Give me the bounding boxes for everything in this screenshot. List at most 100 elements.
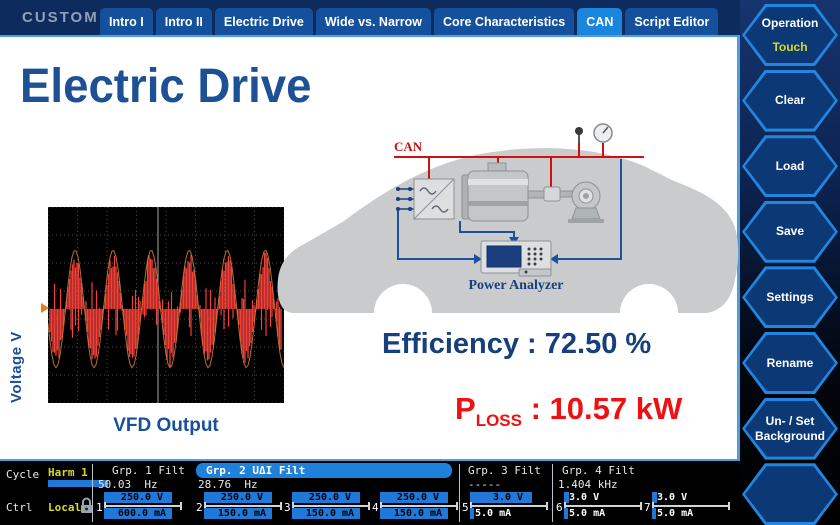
channel-scale-line: [652, 505, 730, 507]
statusbar-divider: [92, 464, 93, 522]
tab-script-editor[interactable]: Script Editor: [625, 8, 719, 35]
range-bar: [292, 492, 361, 503]
scale-tick: [456, 502, 458, 510]
channel-7[interactable]: 3.0 V 5.0 mA 7: [644, 492, 730, 522]
tab-core-characteristics[interactable]: Core Characteristics: [433, 8, 575, 35]
voltage-range: 3.0 V: [492, 492, 524, 503]
group-header[interactable]: Grp. 4 Filt: [562, 464, 635, 477]
current-range: 5.0 mA: [657, 508, 694, 519]
softkey-save[interactable]: Save: [742, 200, 838, 263]
statusbar-divider: [459, 464, 460, 522]
inverter-icon: [413, 178, 455, 220]
voltage-range: 3.0 V: [657, 492, 688, 503]
softkey-load[interactable]: Load: [742, 135, 838, 198]
power-analyzer-icon: [480, 240, 552, 277]
tab-wide-vs-narrow[interactable]: Wide vs. Narrow: [315, 8, 431, 35]
channel-1[interactable]: 250.0 V 600.0 mA 1: [96, 492, 182, 522]
speed-gauge-icon: [593, 123, 613, 143]
softkey-clear[interactable]: Clear: [742, 69, 838, 132]
group-header-selected[interactable]: Grp. 2 UΔI Filt: [196, 463, 452, 478]
channel-scale-line: [470, 505, 548, 507]
channel-scale-line: [104, 505, 182, 507]
tab-can[interactable]: CAN: [577, 8, 623, 35]
range-bar: [104, 508, 173, 519]
channel-3[interactable]: 250.0 V 150.0 mA 3: [284, 492, 370, 522]
load-machine-icon: [543, 181, 604, 223]
channel-number: 2: [196, 501, 203, 514]
voltage-range: 250.0 V: [396, 492, 440, 503]
scope-y-axis-label: Voltage V: [8, 331, 25, 403]
channel-number: 5: [462, 501, 469, 514]
tab-intro-ii[interactable]: Intro II: [155, 8, 212, 35]
tab-intro-i[interactable]: Intro I: [100, 8, 153, 35]
group-frequency: 1.404 kHz: [558, 478, 618, 491]
drivetrain-diagram: CAN: [276, 101, 741, 323]
softkey-settings[interactable]: Settings: [742, 266, 838, 329]
tab-electric-drive[interactable]: Electric Drive: [214, 8, 313, 35]
main-panel: Electric Drive Voltage V VFD Output CAN: [0, 35, 740, 459]
lock-icon[interactable]: [79, 497, 94, 514]
softkey-label: Clear: [774, 93, 806, 108]
scale-tick: [280, 502, 282, 510]
voltage-range: 250.0 V: [220, 492, 264, 503]
range-bar: [380, 508, 449, 519]
group-frequency: 50.03 Hz: [98, 478, 158, 491]
scale-tick: [652, 502, 654, 510]
group-name: Grp. 2 UΔI Filt: [206, 464, 306, 477]
ploss-value: : 10.57 kW: [521, 391, 683, 426]
scale-tick: [104, 502, 106, 510]
vfd-waveform-chart: [47, 206, 285, 404]
motor-icon: [461, 162, 545, 222]
softkey-face: Un- / Set Background: [745, 400, 835, 457]
softkey-rename[interactable]: Rename: [742, 332, 838, 394]
softkey-face: Clear: [745, 72, 835, 129]
power-loss-readout: PLOSS : 10.57 kW: [455, 391, 682, 431]
range-bar: [292, 508, 361, 519]
current-range: 5.0 mA: [475, 508, 512, 519]
range-bar: [204, 508, 273, 519]
range-bar: [564, 492, 570, 503]
current-range: 150.0 mA: [305, 508, 355, 519]
softkey-operation[interactable]: Operation Touch: [742, 4, 838, 66]
softkey-label: Rename: [766, 355, 814, 370]
custom-menu-button[interactable]: CUSTOM: [22, 9, 99, 26]
page-title: Electric Drive: [20, 60, 312, 113]
channel-number: 4: [372, 501, 379, 514]
ploss-subscript: LOSS: [475, 411, 522, 431]
voltage-range: 250.0 V: [308, 492, 352, 503]
top-bar: CUSTOM Intro I Intro II Electric Drive Wide…: [0, 0, 740, 35]
cycle-progress-bar: [48, 480, 108, 487]
can-bus-label: CAN: [394, 139, 423, 154]
scale-tick: [180, 502, 182, 510]
ctrl-mode-value[interactable]: Local: [48, 501, 82, 514]
group-header[interactable]: Grp. 3 Filt: [468, 464, 541, 477]
channel-scale-line: [292, 505, 370, 507]
channel-6[interactable]: 3.0 V 5.0 mA 6: [556, 492, 642, 522]
function-key-column: Operation Touch Clear Load Save Settings Renam…: [740, 0, 840, 525]
channel-scale-line: [564, 505, 642, 507]
softkey-face: Load: [745, 138, 835, 195]
scale-tick: [728, 502, 730, 510]
cycle-mode-value[interactable]: Harm 1: [48, 466, 88, 479]
power-analyzer-label: Power Analyzer: [469, 278, 564, 293]
range-bar: [564, 508, 568, 519]
channel-2[interactable]: 250.0 V 150.0 mA 2: [196, 492, 282, 522]
range-bar: [652, 492, 658, 503]
statusbar-divider: [552, 464, 553, 522]
range-bar: [470, 492, 533, 503]
channel-4[interactable]: 250.0 V 150.0 mA 4: [372, 492, 458, 522]
channel-number: 3: [284, 501, 291, 514]
softkey-label: Settings: [766, 289, 814, 304]
group-header[interactable]: Grp. 1 Filt: [112, 464, 185, 477]
softkey-blank[interactable]: [742, 463, 838, 525]
softkey-un-set[interactable]: Un- / Set Background: [742, 397, 838, 460]
measurement-wiring: [397, 159, 622, 260]
softkey-face: Operation Touch: [745, 7, 835, 63]
channel-5[interactable]: 3.0 V 5.0 mA 5: [462, 492, 548, 522]
range-bar: [470, 508, 474, 519]
scope-caption: VFD Output: [113, 415, 219, 436]
group-frequency: -----: [468, 478, 502, 491]
softkey-face: Save: [745, 203, 835, 260]
channel-number: 1: [96, 501, 103, 514]
